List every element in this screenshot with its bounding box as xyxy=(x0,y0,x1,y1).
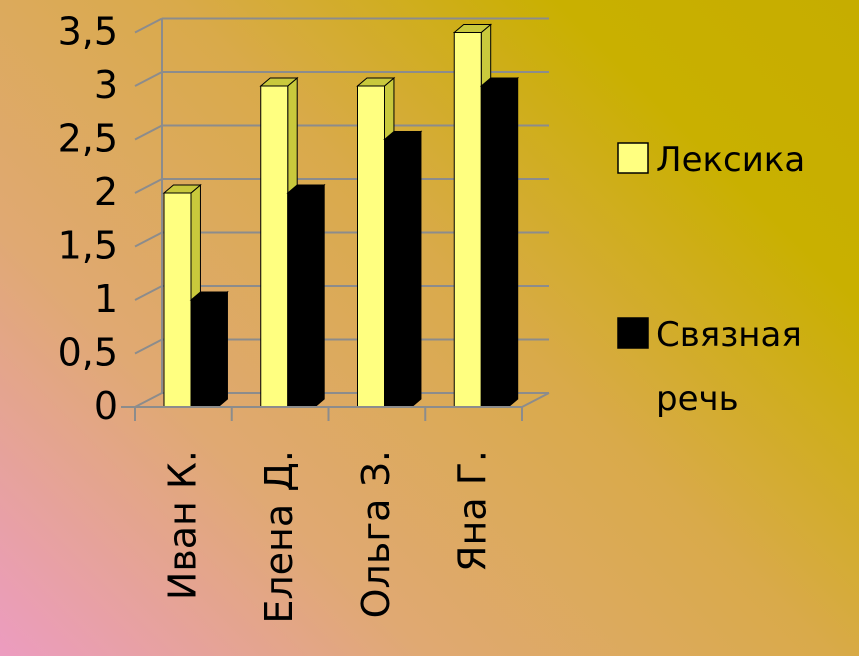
legend: Лексика Связная речь xyxy=(617,140,805,419)
bar-front xyxy=(453,32,482,408)
legend-swatch xyxy=(617,317,649,349)
bar-side xyxy=(217,290,228,409)
gridline-depth xyxy=(134,17,163,34)
y-tick-label: 0,5 xyxy=(58,331,118,375)
legend-swatch xyxy=(617,142,649,174)
bar-front xyxy=(384,139,412,408)
gridline-depth xyxy=(134,124,163,141)
y-tick-label: 2 xyxy=(94,170,118,214)
bars xyxy=(162,23,520,409)
gridline-depth xyxy=(134,392,163,408)
bar-side xyxy=(314,183,325,409)
bar-front xyxy=(357,85,385,408)
y-tick-label: 1 xyxy=(94,277,118,321)
gridline-depth xyxy=(134,338,163,355)
legend-item: Связная речь xyxy=(617,315,802,419)
category-label: Яна Г. xyxy=(451,450,495,572)
x-axis-depth xyxy=(521,392,550,408)
bar xyxy=(189,290,229,409)
bar xyxy=(383,130,423,409)
bar-front xyxy=(287,192,316,408)
bar-front xyxy=(163,192,192,408)
legend-label: речь xyxy=(656,379,739,419)
legend-item: Лексика xyxy=(617,140,805,180)
bar-front xyxy=(480,85,509,408)
y-tick-label: 2,5 xyxy=(58,117,118,161)
category-label: Ольга З. xyxy=(354,450,398,618)
gridline-depth xyxy=(134,231,163,248)
y-tick-label: 1,5 xyxy=(58,224,118,268)
category-label: Иван К. xyxy=(160,450,204,600)
gridline-depth xyxy=(134,71,163,87)
bar-front xyxy=(260,85,289,408)
y-tick-label: 0 xyxy=(94,384,118,428)
legend-label: Связная xyxy=(656,315,802,355)
bar-side xyxy=(411,130,422,409)
gridline-depth xyxy=(134,285,163,301)
gridline-depth xyxy=(134,178,163,194)
bar xyxy=(479,76,520,409)
bar-front xyxy=(190,299,219,408)
category-labels: Иван К. Елена Д. Ольга З. Яна Г. xyxy=(160,450,494,624)
bar xyxy=(286,183,326,409)
y-tick-labels: 0 0,5 1 1,5 2 2,5 3 3,5 xyxy=(58,10,118,429)
bar-side xyxy=(507,76,519,409)
axes xyxy=(121,392,550,421)
category-label: Елена Д. xyxy=(257,450,301,624)
y-tick-label: 3 xyxy=(94,63,118,107)
y-tick-label: 3,5 xyxy=(58,10,118,54)
legend-label: Лексика xyxy=(656,140,805,180)
